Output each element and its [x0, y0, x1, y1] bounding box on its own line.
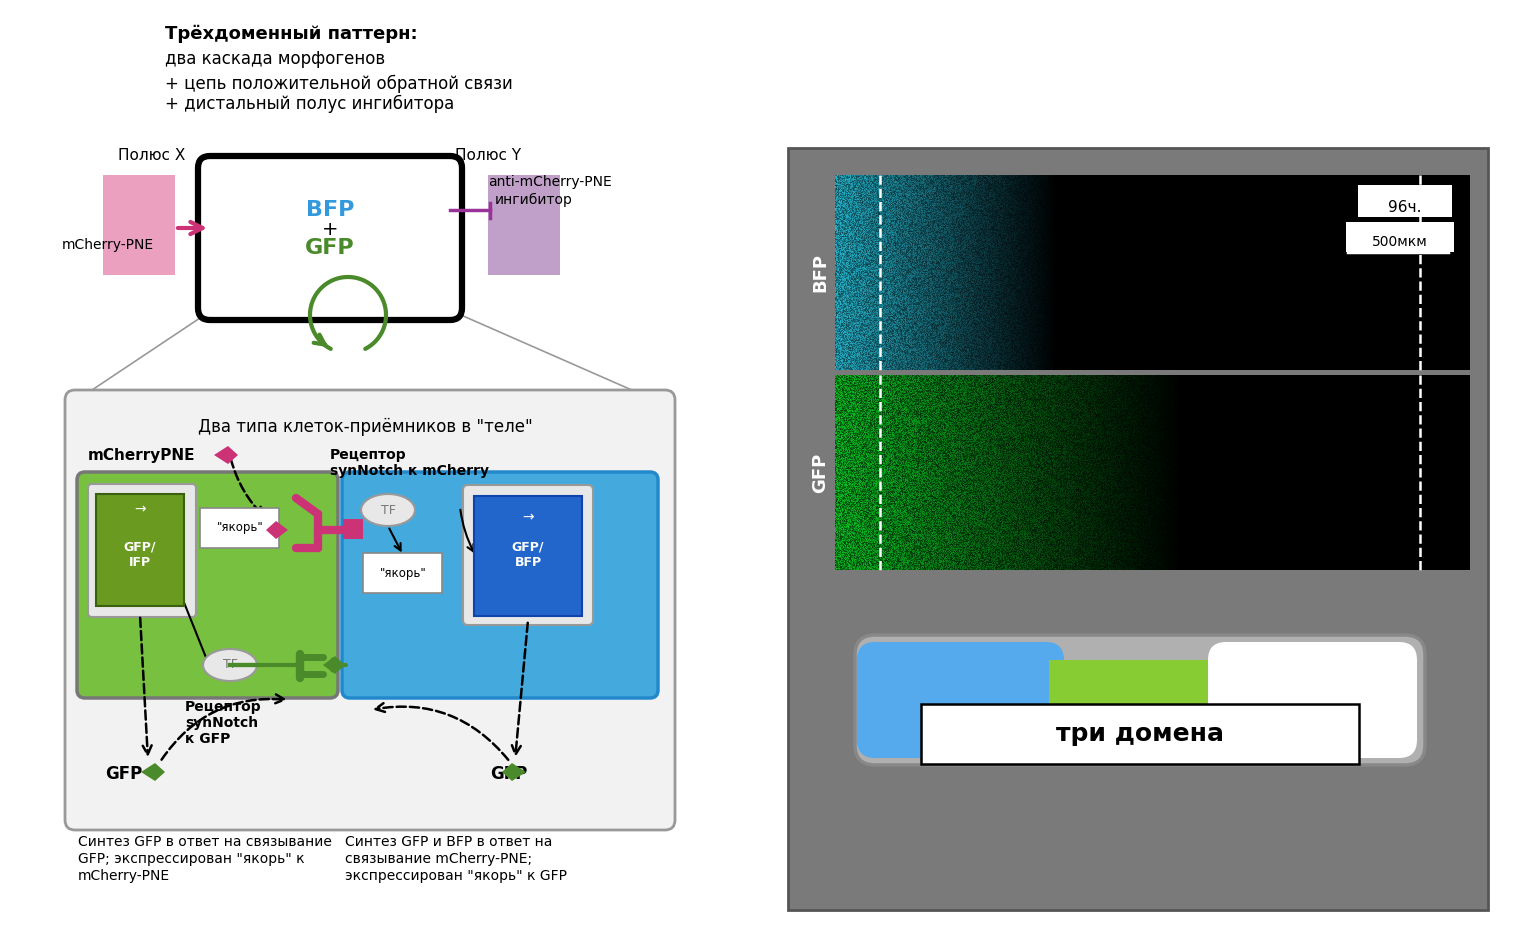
FancyBboxPatch shape [198, 156, 462, 320]
Text: →: → [135, 502, 145, 516]
Text: anti-mCherry-PNE: anti-mCherry-PNE [488, 175, 612, 189]
Text: Трёхдоменный паттерн:: Трёхдоменный паттерн: [165, 25, 418, 43]
FancyBboxPatch shape [855, 635, 1425, 765]
Text: Синтез GFP и BFP в ответ на: Синтез GFP и BFP в ответ на [345, 835, 553, 849]
Text: ингибитор: ингибитор [495, 193, 572, 207]
FancyBboxPatch shape [1358, 185, 1452, 217]
Text: BFP: BFP [812, 253, 830, 292]
FancyBboxPatch shape [921, 704, 1360, 764]
Text: TF: TF [380, 504, 395, 516]
Text: BFP: BFP [306, 200, 354, 220]
FancyBboxPatch shape [787, 148, 1488, 910]
Text: связывание mCherry-PNE;: связывание mCherry-PNE; [345, 852, 531, 866]
FancyBboxPatch shape [342, 472, 659, 698]
Text: synNotch: synNotch [185, 716, 257, 730]
Text: GFP: GFP [812, 452, 830, 493]
Polygon shape [266, 521, 288, 539]
Text: TF: TF [223, 659, 238, 671]
Text: GFP: GFP [104, 765, 142, 783]
FancyBboxPatch shape [363, 553, 442, 593]
Text: synNotch к mCherry: synNotch к mCherry [330, 464, 489, 478]
Text: Полюс Y: Полюс Y [456, 148, 521, 163]
Ellipse shape [203, 649, 257, 681]
Text: Два типа клеток-приёмников в "теле": Два типа клеток-приёмников в "теле" [198, 418, 533, 436]
Text: 500мкм: 500мкм [1372, 235, 1428, 249]
Polygon shape [213, 446, 238, 464]
Text: mCherry-PNE: mCherry-PNE [62, 238, 154, 252]
FancyBboxPatch shape [77, 472, 338, 698]
Text: экспрессирован "якорь" к GFP: экспрессирован "якорь" к GFP [345, 869, 568, 883]
Text: GFP/
IFP: GFP/ IFP [124, 540, 156, 569]
Text: к GFP: к GFP [185, 732, 230, 746]
Text: GFP/
BFP: GFP/ BFP [512, 540, 544, 569]
FancyBboxPatch shape [463, 485, 593, 625]
Text: "якорь": "якорь" [217, 522, 263, 535]
Text: Рецептор: Рецептор [330, 448, 407, 462]
Text: Синтез GFP в ответ на связывание: Синтез GFP в ответ на связывание [79, 835, 332, 849]
Text: 96ч.: 96ч. [1388, 200, 1422, 215]
FancyBboxPatch shape [88, 484, 195, 617]
Polygon shape [503, 763, 525, 781]
Text: три домена: три домена [1055, 722, 1223, 746]
FancyBboxPatch shape [474, 496, 581, 616]
FancyBboxPatch shape [1049, 660, 1229, 740]
Text: mCherry-PNE: mCherry-PNE [79, 869, 170, 883]
Text: два каскада морфогенов: два каскада морфогенов [165, 50, 385, 68]
Text: Полюс X: Полюс X [118, 148, 185, 163]
Text: +: + [322, 220, 338, 239]
Text: GFP: GFP [306, 238, 354, 258]
Text: GFP: GFP [491, 765, 527, 783]
FancyBboxPatch shape [200, 508, 279, 548]
FancyBboxPatch shape [1208, 642, 1417, 758]
Ellipse shape [360, 494, 415, 526]
Text: GFP; экспрессирован "якорь" к: GFP; экспрессирован "якорь" к [79, 852, 304, 866]
Text: mCherryPNE: mCherryPNE [88, 448, 195, 463]
FancyBboxPatch shape [488, 175, 560, 275]
FancyBboxPatch shape [103, 175, 176, 275]
Polygon shape [322, 656, 345, 674]
FancyBboxPatch shape [1346, 222, 1453, 252]
FancyBboxPatch shape [95, 494, 185, 606]
Text: →: → [522, 510, 534, 524]
Text: "якорь": "якорь" [380, 567, 427, 579]
Text: Рецептор: Рецептор [185, 700, 262, 714]
FancyBboxPatch shape [344, 519, 363, 539]
FancyBboxPatch shape [857, 642, 1064, 758]
FancyBboxPatch shape [65, 390, 675, 830]
Text: + цепь положительной обратной связи: + цепь положительной обратной связи [165, 75, 513, 93]
Polygon shape [141, 763, 165, 781]
Text: + дистальный полус ингибитора: + дистальный полус ингибитора [165, 95, 454, 113]
